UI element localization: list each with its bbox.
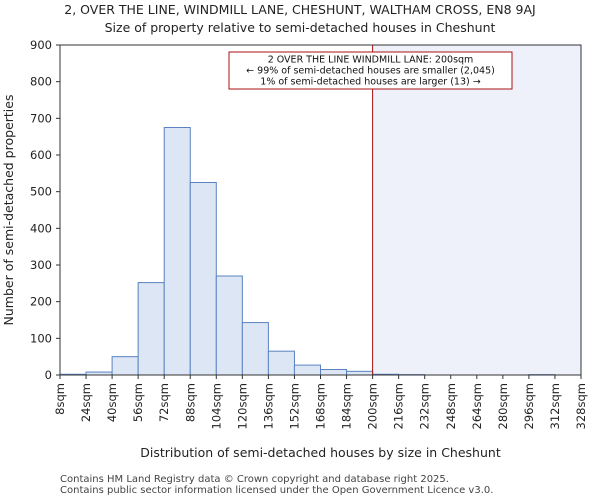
x-tick-label: 296sqm — [522, 383, 536, 429]
x-tick-label: 88sqm — [183, 383, 197, 422]
bar-88sqm — [189, 182, 217, 376]
annotation-line-2: ← 99% of semi-detached houses are smalle… — [246, 66, 495, 77]
chart-subtitle: Size of property relative to semi-detach… — [104, 20, 496, 35]
x-tick-label: 120sqm — [235, 383, 249, 429]
y-tick-label: 800 — [30, 75, 52, 89]
x-tick-label: 56sqm — [131, 383, 145, 422]
x-tick-label: 184sqm — [340, 383, 354, 429]
bar-120sqm — [241, 322, 269, 376]
x-tick-label: 200sqm — [366, 383, 380, 429]
y-tick-label: 200 — [30, 295, 52, 309]
plot-frame — [59, 44, 582, 376]
x-axis-label: Distribution of semi-detached houses by … — [140, 445, 501, 460]
y-axis: 0 100 200 300 400 500 600 700 800 900 — [30, 38, 60, 382]
x-tick-label: 40sqm — [105, 383, 119, 422]
y-tick-label: 0 — [45, 368, 52, 382]
annotation-line-3: 1% of semi-detached houses are larger (1… — [260, 77, 480, 88]
x-axis: 8sqm 24sqm 40sqm 56sqm 72sqm 88sqm 104sqm 120sq… — [53, 375, 588, 429]
chart-title: 2, OVER THE LINE, WINDMILL LANE, CHESHUN… — [64, 2, 536, 17]
annotation-box: 2 OVER THE LINE WINDMILL LANE: 200sqm ← … — [228, 51, 513, 90]
bar-168sqm — [320, 369, 348, 376]
x-tick-label: 280sqm — [496, 383, 510, 429]
x-tick-label: 168sqm — [314, 383, 328, 429]
y-tick-label: 900 — [30, 38, 52, 52]
bar-152sqm — [293, 364, 322, 376]
x-tick-label: 248sqm — [444, 383, 458, 429]
y-axis-label: Number of semi-detached properties — [1, 95, 16, 326]
x-tick-label: 8sqm — [53, 383, 67, 415]
annotation-border — [228, 51, 513, 90]
y-tick-label: 600 — [30, 148, 52, 162]
bars-group — [59, 127, 556, 376]
annotation-line-1: 2 OVER THE LINE WINDMILL LANE: 200sqm — [268, 55, 474, 66]
x-tick-label: 328sqm — [574, 383, 588, 429]
y-tick-label: 300 — [30, 258, 52, 272]
larger-region-shading — [372, 45, 581, 375]
y-tick-label: 100 — [30, 331, 52, 345]
x-tick-label: 72sqm — [157, 383, 171, 422]
x-tick-label: 136sqm — [261, 383, 275, 429]
footer-line-2: Contains public sector information licen… — [60, 485, 494, 496]
x-tick-label: 312sqm — [548, 383, 562, 429]
y-tick-label: 400 — [30, 221, 52, 235]
bar-72sqm — [163, 127, 191, 376]
bar-40sqm — [111, 356, 139, 376]
x-tick-label: 264sqm — [470, 383, 484, 429]
bar-136sqm — [267, 350, 295, 376]
x-tick-label: 24sqm — [79, 383, 93, 422]
x-tick-label: 152sqm — [287, 383, 301, 429]
x-tick-label: 104sqm — [209, 383, 223, 429]
bar-184sqm — [346, 370, 374, 376]
x-tick-label: 216sqm — [392, 383, 406, 429]
bar-104sqm — [215, 275, 243, 376]
y-tick-label: 700 — [30, 111, 52, 125]
x-tick-label: 232sqm — [418, 383, 432, 429]
bar-56sqm — [137, 282, 165, 376]
footer-line-1: Contains HM Land Registry data © Crown c… — [60, 474, 449, 485]
y-tick-label: 500 — [30, 185, 52, 199]
